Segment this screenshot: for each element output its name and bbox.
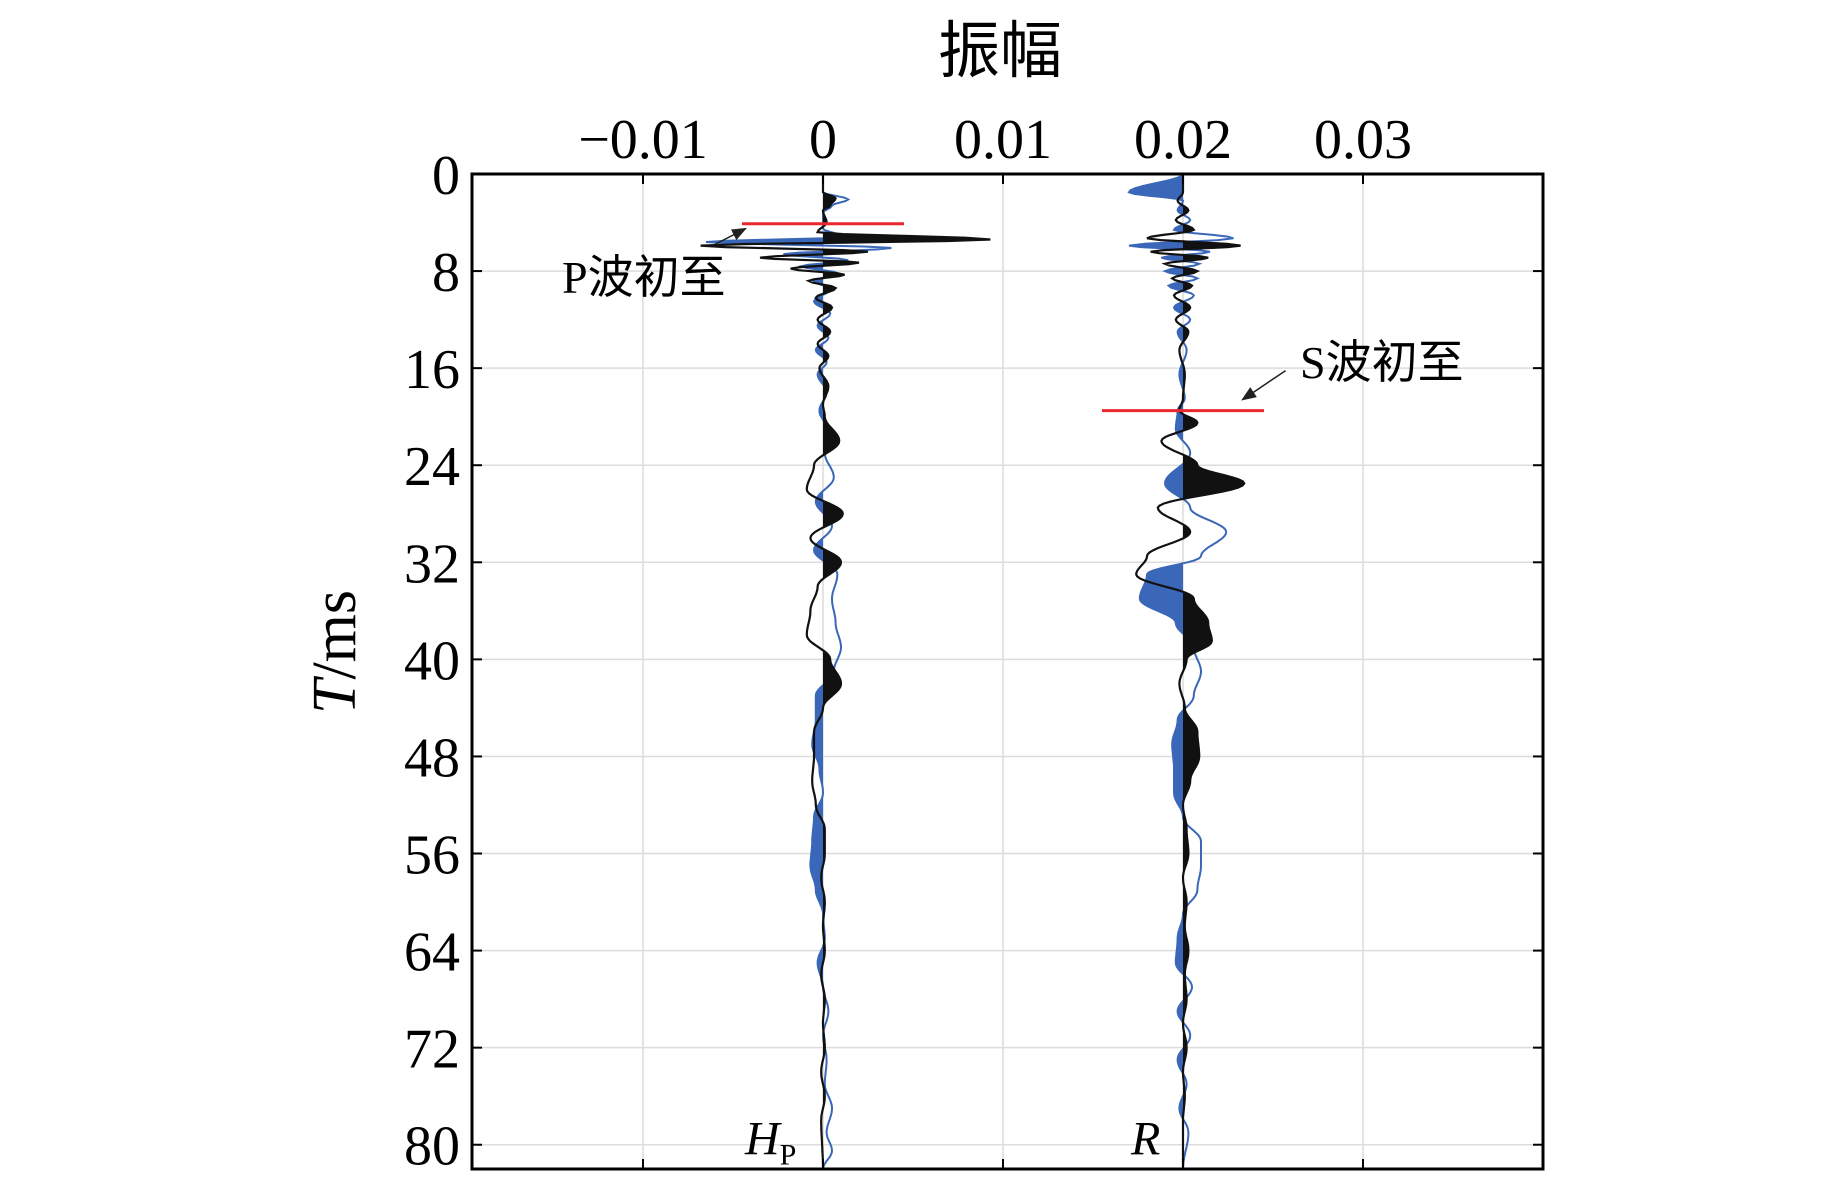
y-tick-label: 48 xyxy=(404,727,460,789)
trace-hp-black-line xyxy=(700,174,991,1169)
plot-frame xyxy=(470,172,1545,1171)
trace-layer xyxy=(700,173,1246,1170)
y-axis-title-rest: /ms xyxy=(301,590,369,680)
trace-label-hp-main: H xyxy=(744,1113,782,1166)
tick-layer: −0.01 0 0.01 0.02 0.03 0 8 16 24 32 40 48 56 64 72 80 xyxy=(404,109,1543,1178)
x-axis-title: 振幅 xyxy=(938,18,1062,86)
x-tick-label: 0 xyxy=(809,109,837,171)
x-tick-label: −0.01 xyxy=(578,109,708,171)
y-tick-label: 0 xyxy=(432,145,460,207)
s-wave-first-break-label: S波初至 xyxy=(1300,337,1464,388)
x-tick-label: 0.01 xyxy=(954,109,1052,171)
trace-hp-blue-fill xyxy=(706,174,823,1169)
p-wave-first-break-label: P波初至 xyxy=(562,252,726,303)
first-break-arrow-1 xyxy=(1241,369,1287,401)
trace-r-black-fill xyxy=(1183,174,1245,1169)
y-tick-label: 24 xyxy=(404,436,460,498)
trace-hp-blue-line xyxy=(705,174,892,1170)
trace-label-r: R xyxy=(1130,1113,1160,1166)
trace-label-hp-sub: P xyxy=(780,1139,797,1172)
trace-r-blue-fill xyxy=(1129,174,1183,1169)
y-tick-label: 32 xyxy=(404,533,460,595)
y-tick-label: 72 xyxy=(404,1019,460,1081)
y-tick-label: 40 xyxy=(404,630,460,692)
y-axis-title-italic: T xyxy=(301,675,369,714)
y-tick-label: 16 xyxy=(404,339,460,401)
trace-label-hp: HP xyxy=(744,1113,796,1172)
x-tick-label: 0.03 xyxy=(1314,109,1412,171)
y-tick-label: 8 xyxy=(432,242,460,304)
trace-r-black-line xyxy=(1135,174,1246,1169)
trace-hp-black-fill xyxy=(823,174,991,1169)
annotation-layer xyxy=(714,222,1287,413)
y-tick-label: 80 xyxy=(404,1116,460,1178)
y-axis-title: T/ms xyxy=(301,590,369,714)
y-tick-label: 64 xyxy=(404,922,460,984)
trace-r-blue-line xyxy=(1127,173,1234,1169)
first-break-arrow-0 xyxy=(714,227,747,246)
y-tick-label: 56 xyxy=(404,825,460,887)
x-tick-label: 0.02 xyxy=(1134,109,1232,171)
grid-layer xyxy=(472,173,1543,1169)
